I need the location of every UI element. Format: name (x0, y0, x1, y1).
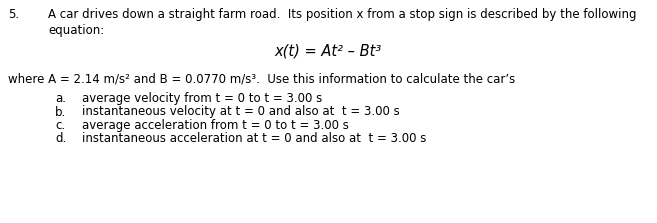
Text: equation:: equation: (48, 24, 104, 37)
Text: average acceleration from t = 0 to t = 3.00 s: average acceleration from t = 0 to t = 3… (82, 119, 349, 132)
Text: average velocity from t = 0 to t = 3.00 s: average velocity from t = 0 to t = 3.00 … (82, 92, 322, 105)
Text: instantaneous velocity at t = 0 and also at  t = 3.00 s: instantaneous velocity at t = 0 and also… (82, 105, 399, 118)
Text: b.: b. (55, 105, 66, 118)
Text: a.: a. (55, 92, 66, 105)
Text: d.: d. (55, 132, 66, 145)
Text: where A = 2.14 m/s² and B = 0.0770 m/s³.  Use this information to calculate the : where A = 2.14 m/s² and B = 0.0770 m/s³.… (8, 72, 515, 85)
Text: x(t) = At² – Bt³: x(t) = At² – Bt³ (275, 44, 382, 59)
Text: 5.: 5. (8, 8, 19, 21)
Text: A car drives down a straight farm road.  Its position x from a stop sign is desc: A car drives down a straight farm road. … (48, 8, 637, 21)
Text: instantaneous acceleration at t = 0 and also at  t = 3.00 s: instantaneous acceleration at t = 0 and … (82, 132, 426, 145)
Text: c.: c. (55, 119, 65, 132)
